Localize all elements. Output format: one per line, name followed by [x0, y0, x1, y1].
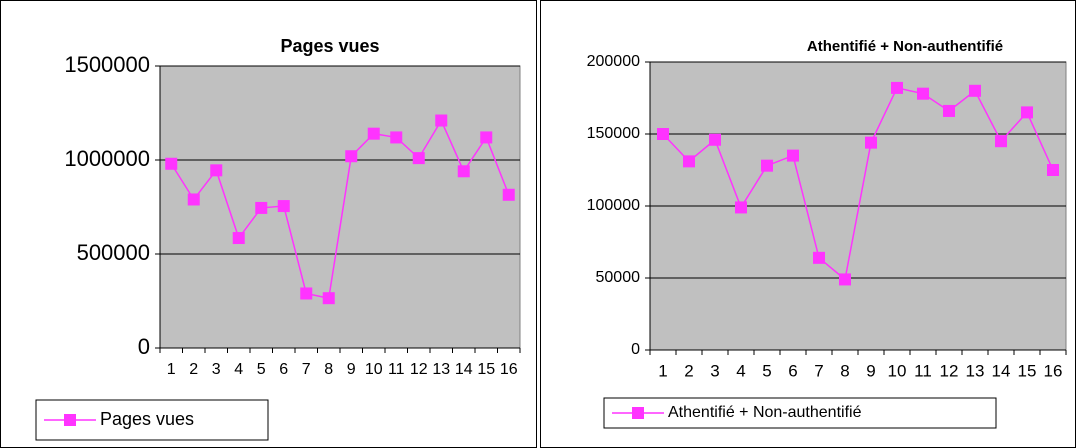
y-tick-label: 1500000	[64, 52, 150, 77]
marker	[761, 159, 773, 172]
y-tick-label: 200000	[587, 53, 640, 70]
x-tick-label: 11	[914, 361, 932, 380]
x-tick-label: 12	[940, 361, 959, 380]
x-tick-label: 1	[167, 361, 176, 378]
marker	[865, 136, 877, 149]
x-tick-label: 8	[324, 361, 333, 378]
marker	[943, 104, 955, 117]
marker	[232, 232, 245, 245]
marker	[969, 84, 981, 97]
chart-title: Athentifié + Non-authentifié	[807, 38, 1003, 55]
x-tick-label: 15	[1018, 361, 1037, 380]
y-tick-label: 100000	[587, 197, 640, 214]
x-tick-label: 5	[257, 361, 266, 378]
marker	[457, 165, 470, 178]
x-tick-label: 4	[234, 361, 243, 378]
y-tick-label: 0	[138, 334, 150, 359]
marker	[995, 135, 1007, 148]
x-tick-label: 10	[888, 361, 907, 380]
marker	[187, 193, 200, 206]
marker	[813, 251, 825, 264]
legend-box	[603, 397, 997, 429]
marker	[1047, 164, 1059, 176]
x-tick-label: 2	[189, 361, 198, 378]
x-tick-label: 10	[365, 361, 383, 378]
chart-title: Pages vues	[280, 36, 379, 56]
marker	[300, 287, 313, 300]
marker	[412, 152, 425, 165]
x-tick-label: 13	[966, 361, 985, 380]
series-line	[170, 118, 510, 300]
x-tick-label: 12	[410, 361, 428, 378]
marker	[735, 201, 747, 214]
marker	[709, 133, 721, 146]
y-tick-label: 50000	[596, 269, 641, 286]
marker	[435, 114, 448, 127]
x-tick-label: 16	[500, 361, 518, 378]
marker	[367, 127, 380, 140]
marker	[390, 131, 403, 144]
y-tick-label: 0	[631, 341, 640, 358]
marker	[787, 149, 799, 162]
x-tick-label: 14	[992, 361, 1011, 380]
x-tick-label: 6	[788, 361, 797, 380]
x-tick-label: 13	[432, 361, 450, 378]
marker	[1021, 106, 1033, 119]
x-tick-label: 16	[1044, 361, 1063, 380]
marker	[917, 87, 929, 100]
marker	[255, 201, 268, 214]
legend-label: Pages vues	[100, 409, 194, 429]
x-tick-label: 2	[684, 361, 693, 380]
series-line	[662, 87, 1054, 281]
marker	[891, 81, 903, 94]
legend-label: Athentifié + Non-authentifié	[668, 404, 862, 421]
marker	[480, 131, 493, 144]
y-tick-label: 150000	[587, 125, 640, 142]
marker	[657, 128, 669, 140]
legend-marker	[64, 414, 76, 426]
y-tick-label: 1000000	[64, 146, 150, 171]
marker	[277, 200, 290, 213]
marker	[683, 155, 695, 168]
x-tick-label: 6	[279, 361, 288, 378]
marker	[165, 157, 178, 170]
marker	[210, 164, 223, 177]
y-tick-label: 500000	[77, 240, 150, 265]
marker	[322, 292, 335, 305]
x-tick-label: 5	[762, 361, 771, 380]
legend-marker	[632, 407, 644, 419]
x-tick-label: 9	[347, 361, 356, 378]
x-tick-label: 3	[212, 361, 221, 378]
x-tick-label: 7	[302, 361, 311, 378]
x-tick-label: 3	[710, 361, 719, 380]
marker	[345, 150, 358, 163]
marker	[839, 273, 851, 286]
x-tick-label: 11	[388, 361, 405, 378]
plot-area	[159, 65, 521, 349]
x-tick-label: 4	[736, 361, 745, 380]
x-tick-label: 8	[840, 361, 849, 380]
x-tick-label: 14	[455, 361, 473, 378]
x-tick-label: 1	[658, 361, 667, 380]
x-tick-label: 9	[866, 361, 875, 380]
x-tick-label: 15	[477, 361, 495, 378]
marker	[502, 188, 515, 201]
x-tick-label: 7	[814, 361, 823, 380]
